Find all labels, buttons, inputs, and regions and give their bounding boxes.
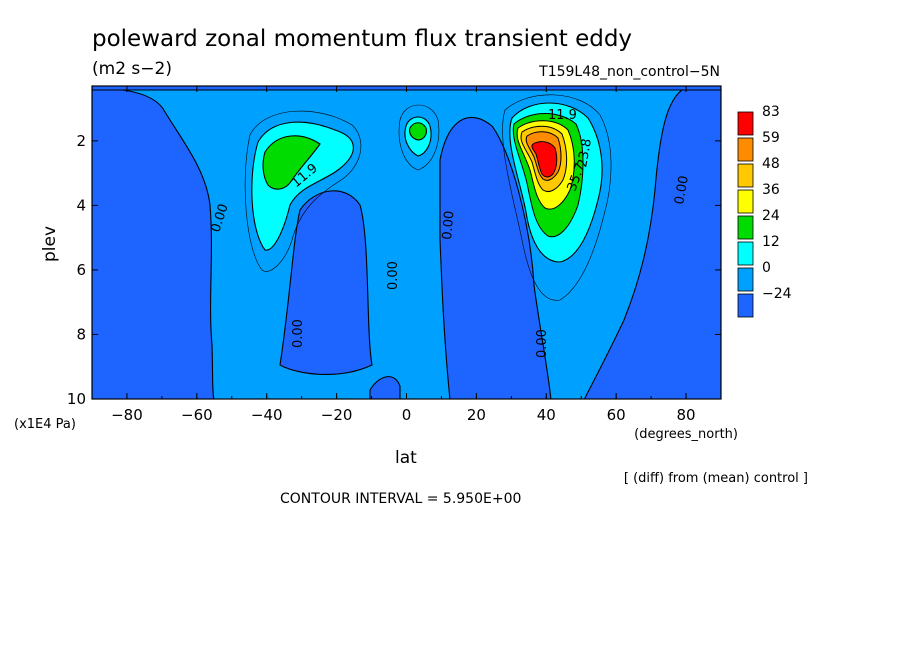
contour-label: 0.00 <box>386 261 401 290</box>
x-tick-label: −20 <box>321 406 353 424</box>
x-axis: −80 −60 −40 −20 0 20 40 60 80 <box>91 86 722 424</box>
contour-label: 0.00 <box>291 319 306 348</box>
x-units-label: (degrees_north) <box>634 427 738 442</box>
contour-label: 11.9 <box>548 108 577 123</box>
colorbar-label: 12 <box>762 234 780 250</box>
colorbar-label: 59 <box>762 130 780 146</box>
nh-fill-83 <box>531 141 558 178</box>
colorbar-swatch <box>737 163 754 188</box>
colorbar-label: 83 <box>762 104 780 120</box>
x-tick-label: 20 <box>467 406 486 424</box>
neg-region-south-mid <box>279 190 373 375</box>
eq-maximum <box>404 116 432 157</box>
colorbar-swatch <box>737 293 754 318</box>
x-tick-label: 40 <box>537 406 556 424</box>
neg-region-equatorial <box>439 116 552 399</box>
contour-label: 0.00 <box>672 175 692 206</box>
x-tick-label: 60 <box>607 406 626 424</box>
colorbar-label: 24 <box>762 208 780 224</box>
negative-regions <box>92 86 721 399</box>
y-tick-label: 2 <box>76 132 86 150</box>
contour-label: 0.00 <box>440 210 457 240</box>
x-axis-label: lat <box>395 448 417 468</box>
y-tick-label: 6 <box>76 261 86 279</box>
y-axis-label: plev <box>40 226 60 262</box>
x-tick-label: 0 <box>402 406 412 424</box>
contour-label: 0.00 <box>535 329 550 358</box>
neg-region-bottom-left <box>369 376 401 399</box>
contour-interval: CONTOUR INTERVAL = 5.950E+00 <box>280 491 521 507</box>
colorbar-swatch <box>737 241 754 266</box>
y-units-label: (x1E4 Pa) <box>14 417 76 432</box>
contour-label: 23.8 <box>575 138 595 169</box>
eq-fill-24 <box>409 122 427 141</box>
nh-maximum <box>509 102 603 263</box>
x-tick-label: −60 <box>181 406 213 424</box>
neg-region-polar-north <box>583 86 721 399</box>
y-tick-label: 10 <box>67 390 86 408</box>
y-tick-label: 8 <box>76 325 86 343</box>
colorbar-label: −24 <box>762 286 792 302</box>
diff-note: [ (diff) from (mean) control ] <box>624 471 808 486</box>
y-axis: 2 4 6 8 10 <box>67 132 721 408</box>
x-tick-label: 80 <box>677 406 696 424</box>
colorbar-label: 0 <box>762 260 771 276</box>
chart-title: poleward zonal momentum flux transient e… <box>92 26 632 52</box>
colorbar-label: 48 <box>762 156 780 172</box>
colorbar-label: 36 <box>762 182 780 198</box>
sh-maximum <box>251 121 354 251</box>
x-tick-label: −40 <box>251 406 283 424</box>
colorbar-swatch <box>737 189 754 214</box>
colorbar-swatch <box>737 215 754 240</box>
sh-fill-24 <box>262 135 321 190</box>
y-tick-label: 4 <box>76 196 86 214</box>
colorbar-swatch <box>737 267 754 292</box>
units-label: (m2 s−2) <box>92 59 172 79</box>
filled-contours: 0.00 0.00 0.00 0.00 0.00 0.00 11.9 11.9 … <box>92 86 721 399</box>
run-label: T159L48_non_control−5N <box>538 64 720 80</box>
colorbar-swatch <box>737 111 754 136</box>
neg-region-polar-south <box>92 87 215 399</box>
plot-area: 0.00 0.00 0.00 0.00 0.00 0.00 11.9 11.9 … <box>67 85 722 424</box>
colorbar: 83 59 48 36 24 12 0 −24 <box>737 104 792 318</box>
colorbar-swatch <box>737 137 754 162</box>
thin-contours <box>244 94 612 301</box>
x-tick-label: −80 <box>111 406 143 424</box>
